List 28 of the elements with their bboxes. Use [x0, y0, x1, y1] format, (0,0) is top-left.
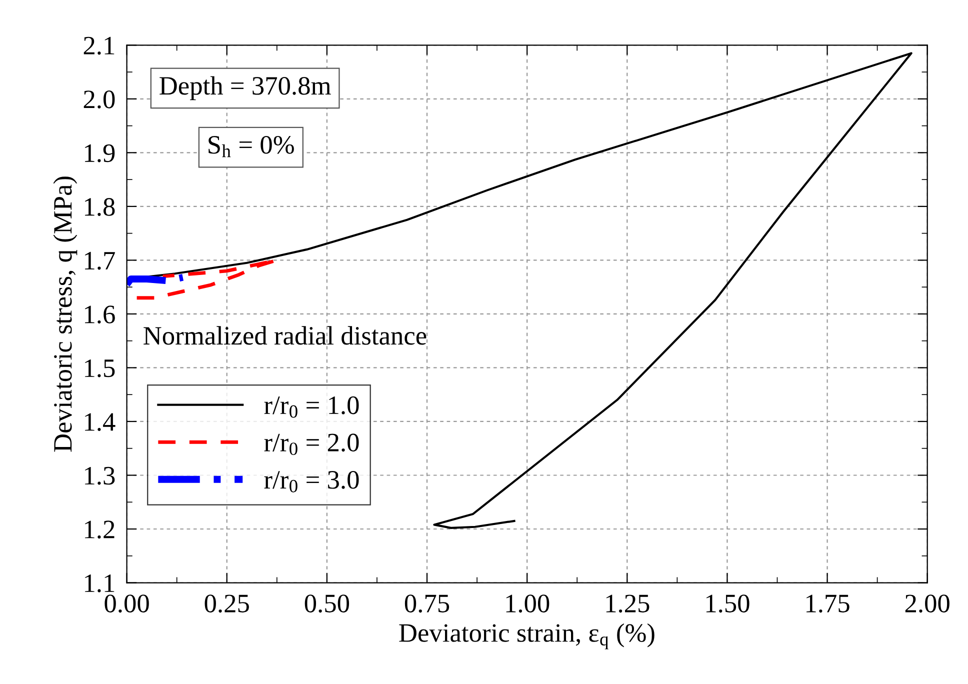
- x-tick-label: 0.75: [404, 594, 450, 613]
- y-tick-label: 1.9: [85, 144, 115, 162]
- y-axis-title: Deviatoric stress, q (MPa): [53, 176, 78, 452]
- annotation: Depth = 370.8m: [160, 76, 331, 100]
- annotation: S$_{h}$ = 0%: [208, 136, 294, 158]
- y-tick-label: 2.0: [84, 90, 115, 108]
- legend-label: r/r$_{0}$ = 2.0: [264, 434, 359, 456]
- y-tick-label: 2.1: [84, 36, 114, 55]
- y-tick-label: 1.1: [85, 574, 114, 592]
- x-tick-label: 1.75: [806, 594, 850, 613]
- y-tick-label: 1.8: [85, 198, 115, 216]
- legend-label: r/r$_{0}$ = 3.0: [264, 470, 359, 492]
- legend-label: r/r$_{0}$ = 1.0: [264, 396, 359, 418]
- x-tick-label: 0.50: [304, 594, 350, 613]
- y-tick-label: 1.3: [85, 466, 115, 485]
- x-tick-label: 1.00: [506, 594, 550, 613]
- x-tick-label: 1.25: [606, 594, 650, 613]
- y-tick-label: 1.2: [85, 520, 114, 539]
- x-tick-label: 0.00: [104, 594, 149, 613]
- y-tick-label: 1.5: [85, 359, 115, 378]
- y-tick-label: 1.4: [85, 413, 116, 432]
- x-axis-title: Deviatoric strain, ε$_{q}$ (%): [399, 623, 654, 650]
- y-tick-label: 1.7: [85, 252, 115, 270]
- x-tick-label: 1.50: [706, 594, 750, 613]
- y-tick-label: 1.6: [85, 306, 115, 324]
- legend-title: Normalized radial distance: [144, 326, 426, 345]
- x-tick-label: 2.00: [905, 594, 950, 613]
- x-tick-label: 0.25: [204, 594, 249, 613]
